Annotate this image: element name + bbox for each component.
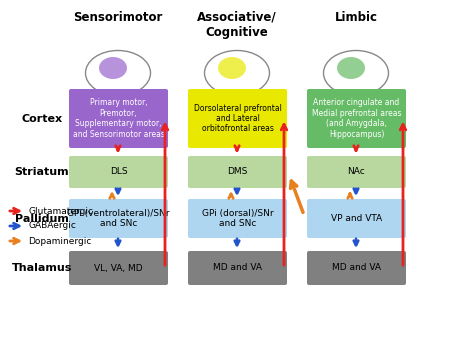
Text: Associative/
Cognitive: Associative/ Cognitive: [197, 11, 277, 39]
FancyBboxPatch shape: [188, 89, 287, 148]
Text: Striatum: Striatum: [15, 167, 69, 177]
FancyBboxPatch shape: [188, 156, 287, 188]
FancyBboxPatch shape: [307, 251, 406, 285]
Text: Thalamus: Thalamus: [12, 263, 72, 273]
Text: Glutamatergic: Glutamatergic: [28, 207, 93, 216]
Text: GPi (dorsal)/SNr
and SNc: GPi (dorsal)/SNr and SNc: [202, 209, 273, 228]
Ellipse shape: [99, 57, 127, 79]
Text: MD and VA: MD and VA: [332, 264, 381, 272]
FancyBboxPatch shape: [307, 156, 406, 188]
Text: Anterior cingulate and
Medial prefrontal areas
(and Amygdala,
Hippocampus): Anterior cingulate and Medial prefrontal…: [312, 99, 401, 138]
Ellipse shape: [218, 57, 246, 79]
Text: Limbic: Limbic: [335, 11, 377, 24]
Text: MD and VA: MD and VA: [213, 264, 262, 272]
Text: DLS: DLS: [109, 167, 128, 177]
Text: Sensorimotor: Sensorimotor: [73, 11, 163, 24]
Text: Cortex: Cortex: [21, 114, 63, 123]
FancyBboxPatch shape: [307, 199, 406, 238]
FancyBboxPatch shape: [188, 251, 287, 285]
Ellipse shape: [323, 50, 389, 95]
Text: GABAergic: GABAergic: [28, 222, 76, 231]
Text: GPi (ventrolateral)/SNr
and SNc: GPi (ventrolateral)/SNr and SNc: [67, 209, 170, 228]
FancyBboxPatch shape: [69, 89, 168, 148]
FancyBboxPatch shape: [307, 89, 406, 148]
Text: VP and VTA: VP and VTA: [331, 214, 382, 223]
Text: Pallidum: Pallidum: [15, 213, 69, 223]
FancyBboxPatch shape: [69, 199, 168, 238]
Text: Dopaminergic: Dopaminergic: [28, 237, 91, 246]
Ellipse shape: [337, 57, 365, 79]
Ellipse shape: [204, 50, 270, 95]
FancyBboxPatch shape: [69, 156, 168, 188]
Text: VL, VA, MD: VL, VA, MD: [94, 264, 143, 272]
Ellipse shape: [85, 50, 151, 95]
FancyBboxPatch shape: [188, 199, 287, 238]
Text: NAc: NAc: [347, 167, 365, 177]
Text: Dorsolateral prefrontal
and Lateral
orbitofrontal areas: Dorsolateral prefrontal and Lateral orbi…: [193, 104, 282, 133]
Text: DMS: DMS: [228, 167, 248, 177]
Text: Primary motor,
Premotor,
Supplementary motor,
and Sensorimotor areas: Primary motor, Premotor, Supplementary m…: [73, 99, 164, 138]
FancyBboxPatch shape: [69, 251, 168, 285]
